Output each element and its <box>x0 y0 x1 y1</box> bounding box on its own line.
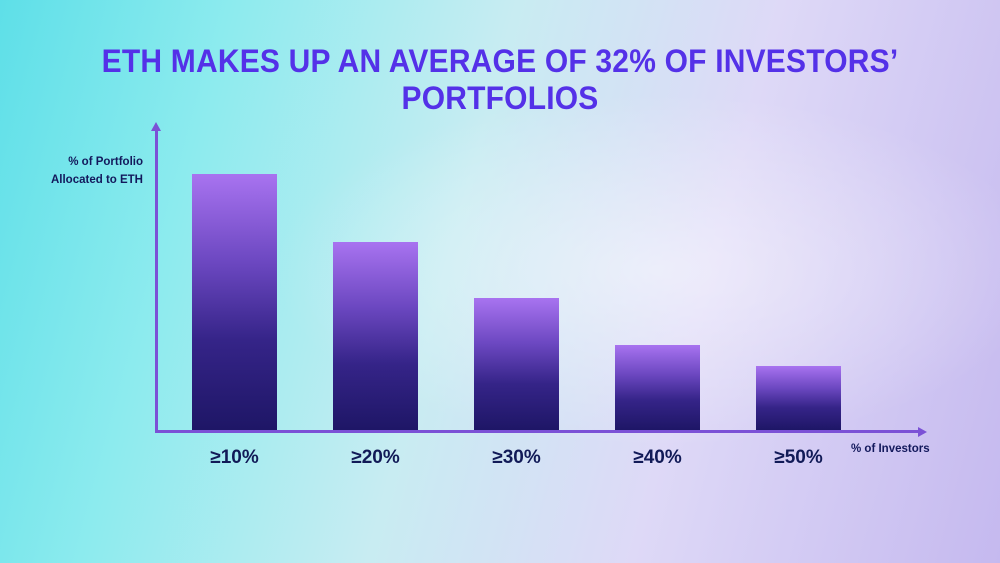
category-label: ≥30% <box>492 447 541 468</box>
bar-group: ≥50% <box>756 366 841 468</box>
category-label: ≥20% <box>351 447 400 468</box>
category-label: ≥10% <box>210 447 259 468</box>
bar <box>756 366 841 430</box>
bar-group: ≥10% <box>192 174 277 468</box>
chart-title: ETH MAKES UP AN AVERAGE OF 32% OF INVEST… <box>101 44 899 117</box>
bar <box>333 242 418 430</box>
bar <box>615 345 700 430</box>
bar <box>474 298 559 430</box>
bar-group: ≥40% <box>615 345 700 468</box>
y-axis-label-line-2: Allocated to ETH <box>50 174 143 187</box>
x-axis <box>155 430 918 433</box>
x-axis-arrow-icon <box>918 427 927 437</box>
bar <box>192 174 277 430</box>
bar-group: ≥20% <box>333 242 418 468</box>
bars: ≥10% ≥20% ≥30% ≥40% ≥50% <box>192 131 918 468</box>
category-label: ≥50% <box>774 447 823 468</box>
y-axis-arrow-icon <box>151 122 161 131</box>
bar-chart: % of Portfolio Allocated to ETH ≥10% ≥20%… <box>51 122 930 468</box>
y-axis-label-line-1: % of Portfolio <box>68 156 143 168</box>
y-axis <box>155 131 158 433</box>
bar-group: ≥30% <box>474 298 559 468</box>
category-label: ≥40% <box>633 447 682 468</box>
y-axis-label: % of Portfolio Allocated to ETH <box>51 153 143 190</box>
x-axis-label: % of Investors <box>851 443 930 455</box>
